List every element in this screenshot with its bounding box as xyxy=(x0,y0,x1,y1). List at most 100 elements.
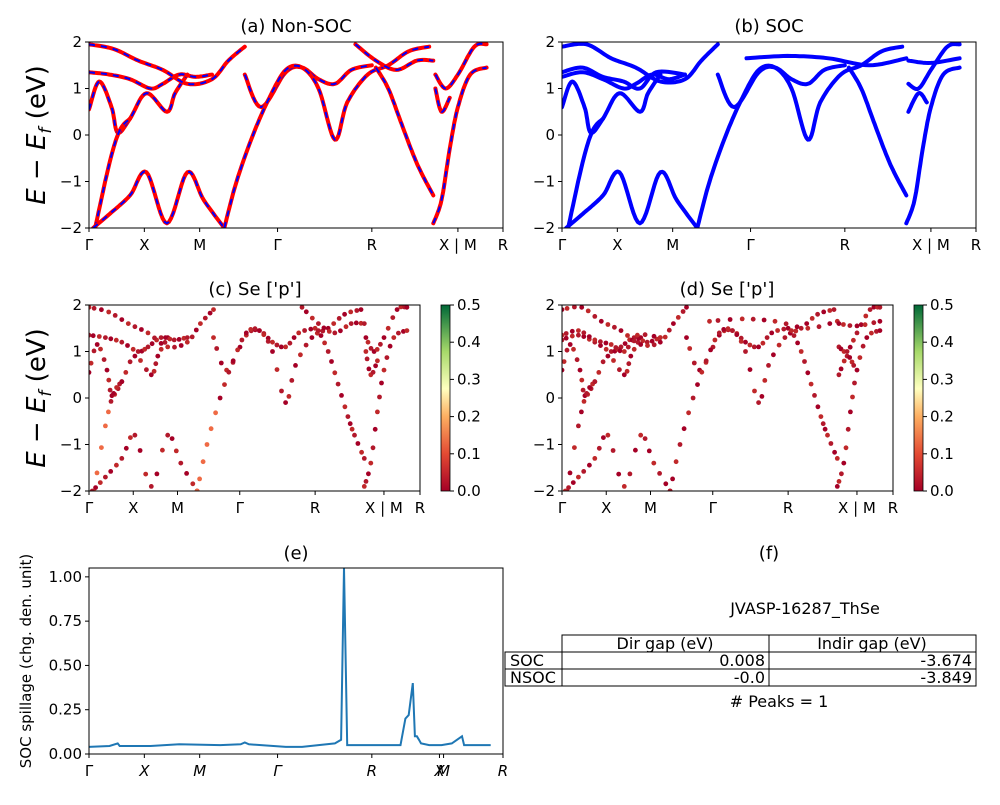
projection-point xyxy=(368,346,374,351)
y-tick-label: 1 xyxy=(545,80,555,98)
projection-point xyxy=(189,334,195,340)
y-tick-label: −1 xyxy=(60,436,82,454)
projection-point xyxy=(348,321,354,326)
band-line-dashed xyxy=(92,170,226,228)
band-line xyxy=(91,169,227,228)
projection-point xyxy=(119,317,125,322)
projection-point xyxy=(750,316,756,322)
projection-point xyxy=(158,341,164,346)
y-tick-label: 0 xyxy=(545,126,555,144)
band-line xyxy=(904,65,962,226)
projection-point xyxy=(625,333,630,338)
projection-point xyxy=(847,344,853,350)
projection-point xyxy=(608,342,614,347)
projection-point xyxy=(863,313,869,319)
colorbar-tick-label: 0.3 xyxy=(457,370,481,388)
projection-point xyxy=(798,349,804,354)
projection-point xyxy=(684,305,689,310)
projection-point xyxy=(108,336,114,342)
projection-point xyxy=(605,353,611,359)
projection-point xyxy=(871,305,877,310)
projection-point xyxy=(822,426,828,432)
projection-point xyxy=(197,476,203,482)
projection-point xyxy=(827,308,833,313)
projection-point xyxy=(200,459,206,465)
projection-point xyxy=(338,328,343,334)
panel-b-title: (b) SOC xyxy=(734,16,803,37)
projection-point xyxy=(366,366,372,372)
table-cell-nsoc-indir: -3.849 xyxy=(920,668,972,687)
projection-point xyxy=(354,308,360,313)
projection-point xyxy=(563,335,569,341)
projection-point xyxy=(771,352,776,358)
projection-point xyxy=(345,414,351,419)
projection-point xyxy=(132,432,138,438)
projection-point xyxy=(96,334,102,339)
projection-point xyxy=(204,442,210,447)
projection-point xyxy=(613,345,619,350)
projection-point xyxy=(592,456,598,461)
projection-point xyxy=(562,488,568,491)
projection-point xyxy=(366,471,371,477)
projection-point xyxy=(576,328,581,333)
projection-point xyxy=(135,349,141,354)
projection-point xyxy=(841,460,847,466)
projection-point xyxy=(586,334,592,339)
y-tick-label: −2 xyxy=(60,482,82,500)
projection-point xyxy=(738,339,744,344)
projection-point xyxy=(617,348,623,354)
projection-point xyxy=(230,358,236,364)
table-row-label-nsoc: NSOC xyxy=(510,668,556,687)
projection-point xyxy=(581,399,587,404)
projection-point xyxy=(342,311,347,317)
projection-point xyxy=(261,332,267,338)
projection-point xyxy=(286,394,292,399)
projection-point xyxy=(627,471,633,477)
projection-point xyxy=(566,485,571,490)
projection-point xyxy=(605,322,611,327)
projection-point xyxy=(691,360,697,366)
projection-point xyxy=(89,332,92,338)
projection-point xyxy=(108,399,114,404)
band-line-dashed xyxy=(89,43,246,86)
x-tick-label: Γ xyxy=(85,499,94,517)
projection-point xyxy=(841,358,847,364)
projection-point xyxy=(283,400,288,405)
projection-point xyxy=(839,471,844,477)
y-tick-label: −1 xyxy=(60,173,82,191)
table-cell-soc-dir: 0.008 xyxy=(719,651,765,670)
projection-point xyxy=(670,476,675,482)
projection-point xyxy=(243,330,249,336)
x-tick-label: X | M xyxy=(912,236,950,254)
projection-point xyxy=(562,337,565,343)
projection-point xyxy=(844,349,850,354)
colorbar-tick-label: 0.5 xyxy=(457,296,481,314)
projection-point xyxy=(373,363,378,369)
projection-point xyxy=(385,325,391,331)
projection-point xyxy=(646,448,652,454)
projection-point xyxy=(769,330,775,336)
projection-point xyxy=(296,330,302,336)
table-header-indir-gap: Indir gap (eV) xyxy=(817,634,927,653)
colorbar-tick-label: 0.3 xyxy=(930,370,954,388)
table-subtitle: JVASP-16287_ThSe xyxy=(729,599,880,619)
projection-point xyxy=(370,369,376,375)
band-line-dashed xyxy=(223,45,430,228)
projection-point xyxy=(579,409,584,415)
projection-point xyxy=(303,342,309,348)
projection-point xyxy=(336,316,342,321)
band-line xyxy=(373,65,436,198)
projection-point xyxy=(142,346,148,352)
projection-point xyxy=(766,363,771,368)
y-tick-label: −1 xyxy=(533,436,555,454)
projection-point xyxy=(99,307,104,313)
projection-point xyxy=(214,346,220,351)
projection-point xyxy=(343,324,349,330)
projection-point xyxy=(368,460,374,466)
projection-point xyxy=(864,335,870,340)
projection-point xyxy=(348,309,354,315)
projection-point xyxy=(633,447,638,453)
